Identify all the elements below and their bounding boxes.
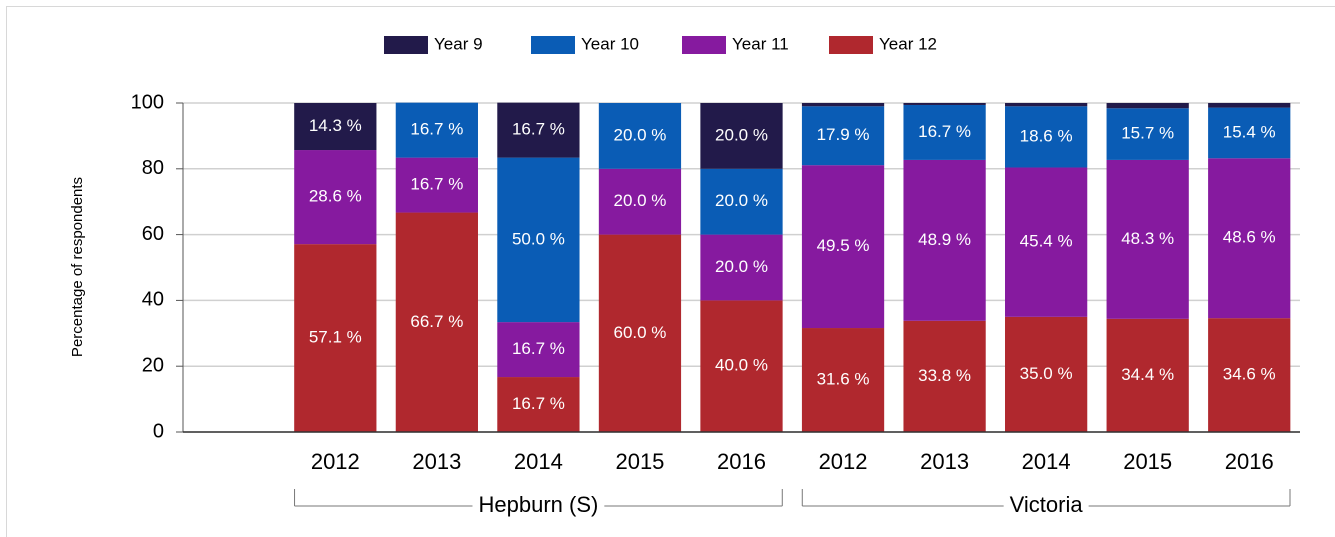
value-label: 17.9 % bbox=[817, 125, 870, 144]
bar-segment bbox=[395, 157, 478, 213]
value-label: 15.7 % bbox=[1121, 124, 1174, 143]
legend-label: Year 9 bbox=[434, 34, 483, 53]
bar-segment bbox=[700, 168, 783, 235]
value-label: 15.4 % bbox=[1223, 122, 1276, 141]
x-tick-label: 2014 bbox=[514, 449, 563, 474]
bar-segment bbox=[497, 322, 580, 378]
bar-segment bbox=[700, 234, 783, 301]
bar-segment bbox=[497, 377, 580, 432]
value-label: 60.0 % bbox=[613, 323, 666, 342]
bar-segment bbox=[1208, 318, 1291, 432]
value-label: 33.8 % bbox=[918, 366, 971, 385]
bar-segment bbox=[1106, 159, 1189, 319]
bar-segment bbox=[903, 103, 986, 105]
value-label: 18.6 % bbox=[1020, 126, 1073, 145]
bar-segment bbox=[1106, 103, 1189, 109]
x-tick-label: 2013 bbox=[412, 449, 461, 474]
y-tick-label: 60 bbox=[142, 223, 164, 245]
bar-segment bbox=[801, 165, 885, 329]
value-label: 35.0 % bbox=[1020, 364, 1073, 383]
y-tick-label: 40 bbox=[142, 289, 164, 311]
legend-swatch bbox=[829, 36, 873, 54]
value-label: 14.3 % bbox=[309, 116, 362, 135]
x-tick-label: 2012 bbox=[819, 449, 868, 474]
bar-segment bbox=[294, 103, 377, 151]
value-label: 48.9 % bbox=[918, 230, 971, 249]
legend-swatch bbox=[682, 36, 726, 54]
legend-swatch bbox=[384, 36, 428, 54]
bar-segment bbox=[395, 102, 478, 158]
bar-segment bbox=[598, 234, 682, 432]
bar-segment bbox=[1208, 107, 1291, 159]
value-label: 66.7 % bbox=[410, 312, 463, 331]
bar-segment bbox=[1005, 167, 1088, 317]
legend-label: Year 12 bbox=[879, 34, 937, 53]
x-tick-label: 2014 bbox=[1022, 449, 1071, 474]
bar-segment bbox=[903, 159, 986, 321]
bar-segment bbox=[1208, 158, 1291, 319]
y-tick-label: 0 bbox=[153, 420, 164, 442]
y-tick-label: 20 bbox=[142, 354, 164, 376]
bar-segment bbox=[1005, 106, 1088, 168]
value-label: 48.6 % bbox=[1223, 228, 1276, 247]
bar-segment bbox=[1106, 108, 1189, 160]
value-label: 20.0 % bbox=[613, 191, 666, 210]
bar-segment bbox=[903, 104, 986, 160]
y-tick-label: 80 bbox=[142, 157, 164, 179]
value-label: 45.4 % bbox=[1020, 232, 1073, 251]
y-axis-label: Percentage of respondents bbox=[69, 177, 86, 357]
x-tick-label: 2015 bbox=[1123, 449, 1172, 474]
value-label: 16.7 % bbox=[918, 122, 971, 141]
bar-segment bbox=[700, 300, 783, 432]
bar-segment bbox=[395, 212, 478, 432]
x-tick-label: 2012 bbox=[311, 449, 360, 474]
bar-segment bbox=[294, 150, 377, 245]
value-label: 16.7 % bbox=[410, 175, 463, 194]
bar-segment bbox=[294, 244, 377, 432]
value-label: 31.6 % bbox=[817, 370, 870, 389]
value-label: 48.3 % bbox=[1121, 229, 1174, 248]
value-label: 16.7 % bbox=[512, 120, 565, 139]
group-label: Victoria bbox=[1010, 492, 1084, 517]
value-label: 28.6 % bbox=[309, 187, 362, 206]
value-label: 50.0 % bbox=[512, 229, 565, 248]
bar-segment bbox=[700, 103, 783, 169]
value-label: 57.1 % bbox=[309, 328, 362, 347]
bar-segment bbox=[1005, 103, 1088, 107]
value-label: 16.7 % bbox=[410, 120, 463, 139]
bar-segment bbox=[1005, 316, 1088, 432]
bar-segment bbox=[903, 320, 986, 432]
bar-segment bbox=[1208, 103, 1291, 108]
legend-swatch bbox=[531, 36, 575, 54]
bar-segment bbox=[801, 103, 885, 107]
y-tick-label: 100 bbox=[131, 91, 164, 113]
bar-segment bbox=[598, 168, 682, 235]
bar-segment bbox=[497, 102, 580, 158]
value-label: 20.0 % bbox=[715, 257, 768, 276]
bar-segment bbox=[598, 103, 682, 169]
value-label: 20.0 % bbox=[715, 125, 768, 144]
value-label: 16.7 % bbox=[512, 339, 565, 358]
group-label: Hepburn (S) bbox=[478, 492, 598, 517]
x-tick-label: 2013 bbox=[920, 449, 969, 474]
x-tick-label: 2015 bbox=[615, 449, 664, 474]
frame bbox=[6, 6, 1335, 537]
bar-segment bbox=[801, 106, 885, 166]
value-label: 34.6 % bbox=[1223, 365, 1276, 384]
bar-segment bbox=[801, 328, 885, 432]
legend-label: Year 10 bbox=[581, 34, 639, 53]
x-tick-label: 2016 bbox=[717, 449, 766, 474]
value-label: 40.0 % bbox=[715, 356, 768, 375]
bar-segment bbox=[1106, 318, 1189, 432]
legend-label: Year 11 bbox=[732, 34, 789, 53]
bar-segment bbox=[497, 157, 580, 323]
value-label: 34.4 % bbox=[1121, 365, 1174, 384]
value-label: 16.7 % bbox=[512, 394, 565, 413]
value-label: 49.5 % bbox=[817, 236, 870, 255]
value-label: 20.0 % bbox=[613, 125, 666, 144]
value-label: 20.0 % bbox=[715, 191, 768, 210]
x-tick-label: 2016 bbox=[1225, 449, 1274, 474]
